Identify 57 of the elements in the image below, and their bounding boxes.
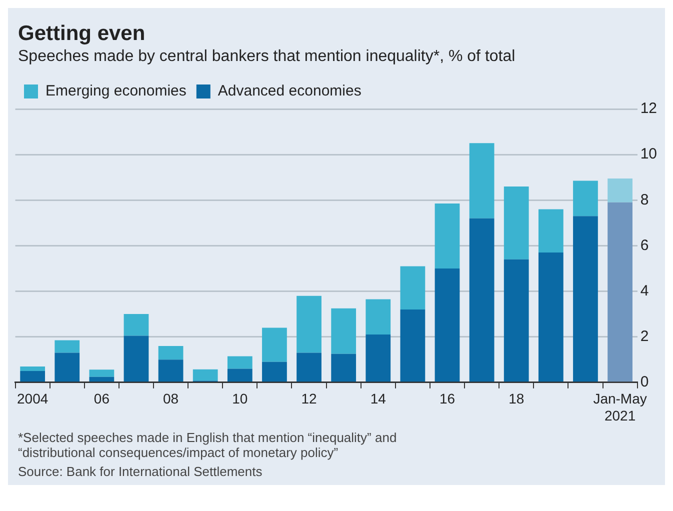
- bar: [158, 360, 184, 382]
- bar: [124, 314, 149, 336]
- y-tick-label: 0: [640, 374, 649, 391]
- bar: [434, 204, 460, 268]
- bar: [20, 366, 46, 372]
- bar: [469, 143, 494, 218]
- bar: [366, 334, 391, 382]
- x-tick-label: 2004: [16, 390, 48, 407]
- chart-subtitle: Speeches made by central bankers that mention inequality*, % of total: [18, 48, 516, 66]
- bar: [20, 371, 46, 382]
- bar: [331, 308, 356, 354]
- bar: [158, 346, 184, 360]
- source-note: Source: Bank for International Settlements: [18, 464, 264, 479]
- x-tick-label: 06: [94, 390, 110, 407]
- bar: [434, 268, 460, 382]
- x-tick-label: 12: [301, 390, 318, 407]
- bar: [54, 340, 80, 353]
- x-tick-label: 14: [370, 390, 386, 407]
- bar: [400, 266, 426, 310]
- legend-label: Advanced economies: [218, 82, 362, 100]
- bar: [227, 356, 252, 369]
- bar: [262, 362, 287, 382]
- bar: [296, 352, 322, 382]
- bar: [192, 369, 218, 381]
- bar: [331, 354, 356, 382]
- bar: [504, 186, 529, 260]
- bar: [504, 259, 529, 382]
- bar: [124, 336, 149, 382]
- bar: [89, 370, 114, 377]
- bar: [400, 309, 426, 382]
- y-tick-label: 4: [640, 282, 649, 300]
- bar: [608, 202, 632, 382]
- x-tick-label: 10: [232, 390, 248, 407]
- y-tick-label: 12: [640, 100, 658, 118]
- bar: [573, 180, 598, 216]
- chart-title: Getting even: [18, 22, 146, 46]
- bar: [262, 328, 287, 362]
- legend-label: Emerging economies: [46, 82, 186, 100]
- x-tick-label: 18: [508, 390, 524, 407]
- bar: [227, 368, 252, 382]
- x-tick-label: 16: [439, 390, 456, 407]
- bar: [296, 296, 322, 353]
- y-tick-label: 10: [640, 146, 658, 163]
- bar: [366, 299, 391, 335]
- bar: [54, 352, 80, 382]
- y-tick-label: 6: [640, 236, 649, 254]
- y-tick-label: 2: [640, 328, 649, 345]
- bar: [469, 218, 494, 382]
- bar: [538, 209, 564, 253]
- bar: [573, 216, 598, 382]
- bar: [608, 178, 632, 202]
- x-tick-label: Jan-May 2021: [593, 390, 647, 424]
- bar: [538, 252, 564, 382]
- y-tick-label: 8: [640, 191, 649, 208]
- text: *Selected speeches made in English that mention “inequality” and “distributional consequences/impact of monetary policy”: [18, 430, 398, 460]
- bar: [89, 376, 114, 382]
- x-tick-label: 08: [163, 390, 179, 407]
